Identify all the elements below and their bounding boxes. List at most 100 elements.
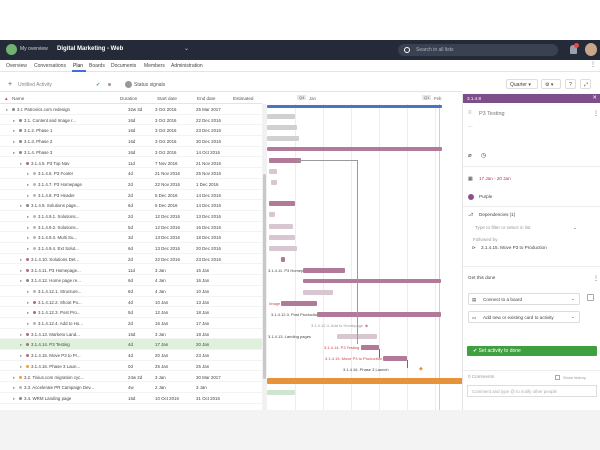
side-panel-toggle[interactable] [587,294,594,301]
table-row[interactable]: ▸ 3.1.4.12.4. Add to Ho... 2d 16 Jan 17 Jan [0,318,262,329]
expand-toggle-icon[interactable]: ▸ [13,139,16,145]
expand-toggle-icon[interactable]: ▸ [20,203,23,209]
table-scrollbar[interactable] [262,104,267,410]
table-row[interactable]: ▸ 3.1.4.15. Move P3 to Pr... 4d 20 Jan 23 Ja… [0,350,262,361]
bell-icon[interactable] [570,45,577,54]
gantt-bar-sol2[interactable] [269,224,293,229]
gantt-bar-tivius[interactable] [267,378,463,384]
expand-toggle-icon[interactable]: ▸ [20,353,23,359]
gantt-bar-homepage[interactable] [271,180,277,185]
gantt-bar-sol-detail[interactable] [281,257,285,262]
table-row[interactable]: ▸ 3.1.4.9.3. Multi Su... 3d 13 Dec 2016 18 D… [0,232,262,244]
table-row[interactable]: ▸ 3.1.4.12.1. Structure... 6d 4 Jan 10 Jan [0,286,262,297]
gantt-bar-p3-homepage[interactable] [303,268,345,273]
activity-title[interactable]: P3 Testing [479,111,505,117]
table-row[interactable]: ▸ 3.1.4.9. Solutions page... 6d 5 Dec 2016 1… [0,200,262,211]
project-title[interactable]: Digital Marketing - Web [57,45,124,52]
gantt-bar-content[interactable] [267,114,295,119]
plus-icon[interactable]: + [8,81,13,88]
more-vertical-icon[interactable]: ⋮ [593,111,599,117]
table-row[interactable]: ▸ 3.1.4.10. Solutions Det... 2d 22 Dec 2016… [0,254,262,265]
gantt-bar-phase2[interactable] [267,136,299,141]
table-row[interactable]: ▸ 3.1.4.9.2. Solutions... 5d 12 Dec 2016 16 … [0,222,262,233]
table-row[interactable]: ▸ 3.1.4.9.1. Solutions... 2d 12 Dec 2016 13 … [0,211,262,222]
color-name[interactable]: Purple [479,194,493,199]
expand-toggle-icon[interactable]: ▸ [20,267,23,273]
expand-toggle-icon[interactable]: ▸ [6,107,9,112]
gantt-bar-phase3[interactable] [267,147,442,151]
table-row[interactable]: ▸ 3.1.4.11. P3 Homepage... 11d 3 Jan 16 Jan [0,265,262,276]
expand-toggle-icon[interactable]: ▸ [20,331,23,337]
gantt-bar-shoot[interactable] [281,301,317,306]
search-input[interactable]: Search in all lists [398,44,558,56]
table-row[interactable]: ▸ 3.I. Patrovics.com redesign 32w 3d 3 Oct … [0,104,262,115]
gantt-bar-sol3[interactable] [269,235,295,240]
expand-toggle-icon[interactable]: ▸ [13,149,16,155]
table-row[interactable]: ▸ 3.1.4.6. P3 Footer 4d 21 Nov 2016 25 Nov 2… [0,168,262,179]
expand-toggle-icon[interactable]: ▸ [27,214,30,219]
expand-toggle-icon[interactable]: ▸ [27,171,30,177]
table-row[interactable]: ▸ 3.1.4.5. P3 Top Nav 11d 7 Nov 2016 21 Nov … [0,158,262,169]
gantt-bar-structure[interactable] [303,290,333,295]
tab-overview[interactable]: Overview [6,63,27,69]
expand-toggle-icon[interactable]: ▸ [13,128,16,134]
dependency-filter-input[interactable]: Type to filter or select in list [475,225,531,230]
table-row[interactable]: ▸ 3.1. Content and Image r... 16d 3 Oct 201… [0,115,262,126]
column-start-date[interactable]: Start date [157,96,177,101]
show-history-label[interactable]: Show history [563,375,586,380]
tab-members[interactable]: Members [144,63,165,69]
gantt-bar-p3-testing[interactable] [361,345,379,350]
avatar[interactable] [585,43,597,56]
scrollbar-thumb[interactable] [263,174,266,379]
table-row[interactable]: ▸ 3.1.4.9.4. Ext Solut... 6d 13 Dec 2016 20 … [0,243,262,254]
gantt-bar-accelerate[interactable] [267,390,295,395]
status-signals-icon[interactable] [125,81,132,88]
expand-toggle-icon[interactable]: ▸ [13,385,16,391]
gantt-bar-post-production[interactable] [317,312,441,317]
connect-board-select[interactable]: ▤ Connect to a board ⌄ [468,293,580,305]
expand-toggle-icon[interactable]: ▸ [27,310,30,316]
tab-administration[interactable]: Administration [171,63,203,69]
expand-toggle-icon[interactable]: ▸ [13,395,16,401]
table-row[interactable]: ▸ 3.1.4.13. Marketo Land... 16d 3 Jan 18 Jan [0,329,262,340]
followed-by-item[interactable]: 3.1.4.15. Move P3 to Production [481,245,547,250]
add-card-select[interactable]: ▭ Add new or existing card to activity ⌄ [468,311,580,323]
table-row[interactable]: ▸ 3.1.4.16. Phase 3 Laun... 0d 25 Jan 25 Jan [0,361,262,372]
settings-button[interactable]: ⚙ ▾ [541,79,561,89]
column-name[interactable]: Name [12,96,25,101]
table-row[interactable]: ▸ 3.1.4.14. P3 Testing 4d 17 Jan 20 Jan [0,339,262,351]
gantt-bar-project[interactable] [267,105,442,108]
expand-toggle-icon[interactable]: ▸ [27,235,30,241]
gantt-bar-sol1[interactable] [269,212,275,217]
table-row[interactable]: ▸ 3.1.4.7. P3 Homepage 2d 22 Nov 2016 1 Dec … [0,179,262,190]
attachment-icon[interactable]: ⌀ [468,153,472,159]
column-duration[interactable]: Duration [120,96,138,101]
check-icon[interactable]: ✔ [96,82,101,88]
expand-toggle-icon[interactable]: ▸ [20,256,23,262]
table-row[interactable]: ▸ 3.1.4.12. Home page re... 6d 4 Jan 16 Jan [0,275,262,286]
help-button[interactable]: ? [565,79,576,89]
table-row[interactable]: ▸ 3.1.3. Phase 2 16d 3 Oct 2016 30 Dec 2016 [0,136,262,147]
gantt-bar-top-nav[interactable] [269,158,301,163]
tab-documents[interactable]: Documents [111,63,137,69]
expand-toggle-icon[interactable]: ▸ [20,363,23,369]
table-row[interactable]: ▸ 3.1.4. Phase 3 16d 3 Oct 2016 14 Oct 2016 [0,147,262,158]
gantt-bar-solutions[interactable] [269,201,295,206]
expand-toggle-icon[interactable]: ▸ [13,374,16,380]
column-estimated[interactable]: Estimated [233,96,254,101]
table-row[interactable]: ▸ 3.1.4.12.2. Shoot Po... 4d 10 Jan 13 Jan [0,297,262,308]
close-icon[interactable]: ✕ [592,95,597,101]
gantt-bar-footer[interactable] [269,169,277,174]
tab-boards[interactable]: Boards [89,63,105,69]
gantt-bar-home-page[interactable] [303,279,441,283]
expand-toggle-icon[interactable]: ▸ [27,299,30,305]
expand-toggle-icon[interactable]: ▸ [27,181,30,187]
add-activity-input[interactable]: Untitled Activity [18,82,52,88]
expand-toggle-icon[interactable]: ▸ [27,288,30,294]
dependencies-label[interactable]: Dependencies (1) [479,212,516,217]
status-signals-toggle[interactable]: Status signals [134,82,166,88]
chevron-down-icon[interactable]: ⌄ [184,46,190,52]
gantt-bar-move-production[interactable] [383,356,407,361]
table-row[interactable]: ▸ 3.1.2. Phase 1 16d 3 Oct 2016 23 Dec 2016 [0,125,262,137]
expand-toggle-icon[interactable]: ▸ [20,278,23,284]
